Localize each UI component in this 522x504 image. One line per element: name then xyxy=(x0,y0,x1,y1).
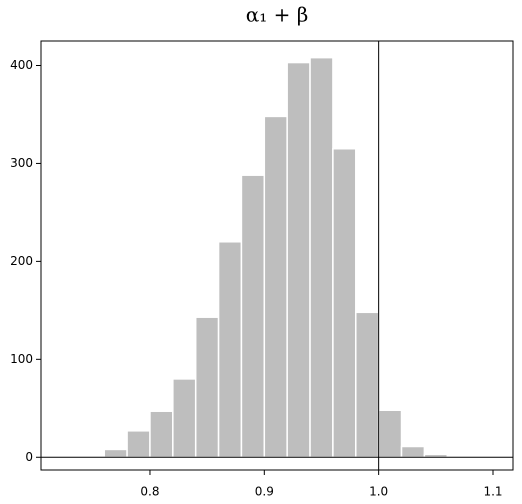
bar xyxy=(400,445,426,459)
bar xyxy=(217,241,243,459)
bar xyxy=(286,61,311,459)
y-tick-label: 400 xyxy=(10,58,33,72)
y-tick-label: 100 xyxy=(10,352,33,366)
bar xyxy=(332,147,357,459)
y-tick-label: 300 xyxy=(10,156,33,170)
x-tick-label: 1.0 xyxy=(369,485,388,499)
bar xyxy=(355,311,380,459)
x-tick-label: 1.1 xyxy=(483,485,502,499)
x-tick-label: 0.8 xyxy=(140,485,159,499)
bar xyxy=(149,410,174,459)
bar xyxy=(194,316,220,459)
bar xyxy=(126,430,151,459)
bar xyxy=(172,378,197,459)
bar xyxy=(103,448,128,459)
bar xyxy=(309,56,334,459)
bar xyxy=(377,409,403,459)
bar xyxy=(263,115,288,459)
y-tick-label: 0 xyxy=(25,450,33,464)
y-tick-label: 200 xyxy=(10,254,33,268)
chart-title: α₁ + β xyxy=(246,3,309,27)
x-tick-label: 0.9 xyxy=(255,485,274,499)
plot-frame xyxy=(40,40,514,471)
bar xyxy=(240,174,266,459)
